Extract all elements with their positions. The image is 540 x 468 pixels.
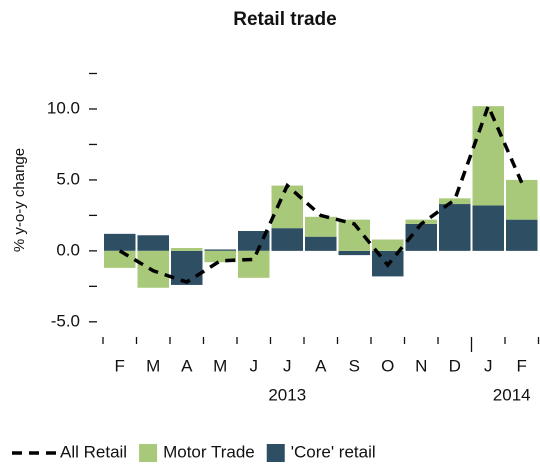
legend-swatch — [139, 444, 158, 462]
y-tick-label: 10.0 — [47, 98, 80, 117]
bar — [204, 250, 236, 263]
bar — [171, 250, 203, 285]
year-label: 2014 — [493, 385, 531, 404]
line — [118, 101, 524, 285]
x-tick-label: J — [250, 356, 259, 375]
y-tick-label: -5.0 — [51, 311, 80, 330]
x-tick-label: M — [213, 356, 227, 375]
x-tick-label: N — [415, 356, 427, 375]
x-tick-label: M — [146, 356, 160, 375]
x-tick-label: J — [283, 356, 292, 375]
bar — [439, 204, 471, 251]
bar — [104, 233, 136, 251]
bar — [506, 179, 538, 220]
bar — [472, 205, 504, 251]
bar — [137, 235, 169, 251]
bar — [439, 198, 471, 205]
x-tick-label: A — [315, 356, 327, 375]
legend-swatch — [266, 444, 285, 462]
x-tick-label: F — [115, 356, 125, 375]
legend-label: All Retail — [60, 442, 127, 461]
x-tick-label: D — [449, 356, 461, 375]
bar — [271, 228, 303, 251]
legend-label: Motor Trade — [163, 442, 255, 461]
y-tick-label: 5.0 — [56, 169, 80, 188]
y-axis-label: % y-o-y change — [11, 148, 28, 252]
bar — [472, 106, 504, 206]
bar — [506, 219, 538, 251]
y-tick-label: 0.0 — [56, 240, 80, 259]
year-label: 2013 — [268, 385, 306, 404]
x-tick-label: O — [381, 356, 394, 375]
bar — [104, 250, 136, 268]
x-tick-label: S — [349, 356, 360, 375]
chart-title: Retail trade — [233, 9, 336, 30]
x-tick-label: A — [181, 356, 193, 375]
bar — [305, 236, 337, 251]
bar — [372, 239, 404, 251]
bar — [204, 249, 236, 251]
x-tick-label: F — [517, 356, 527, 375]
x-tick-label: J — [484, 356, 493, 375]
bar — [338, 250, 370, 256]
bar — [171, 248, 203, 251]
bar — [238, 250, 270, 278]
bar — [305, 216, 337, 237]
bar — [238, 231, 270, 251]
legend-label: 'Core' retail — [291, 442, 376, 461]
